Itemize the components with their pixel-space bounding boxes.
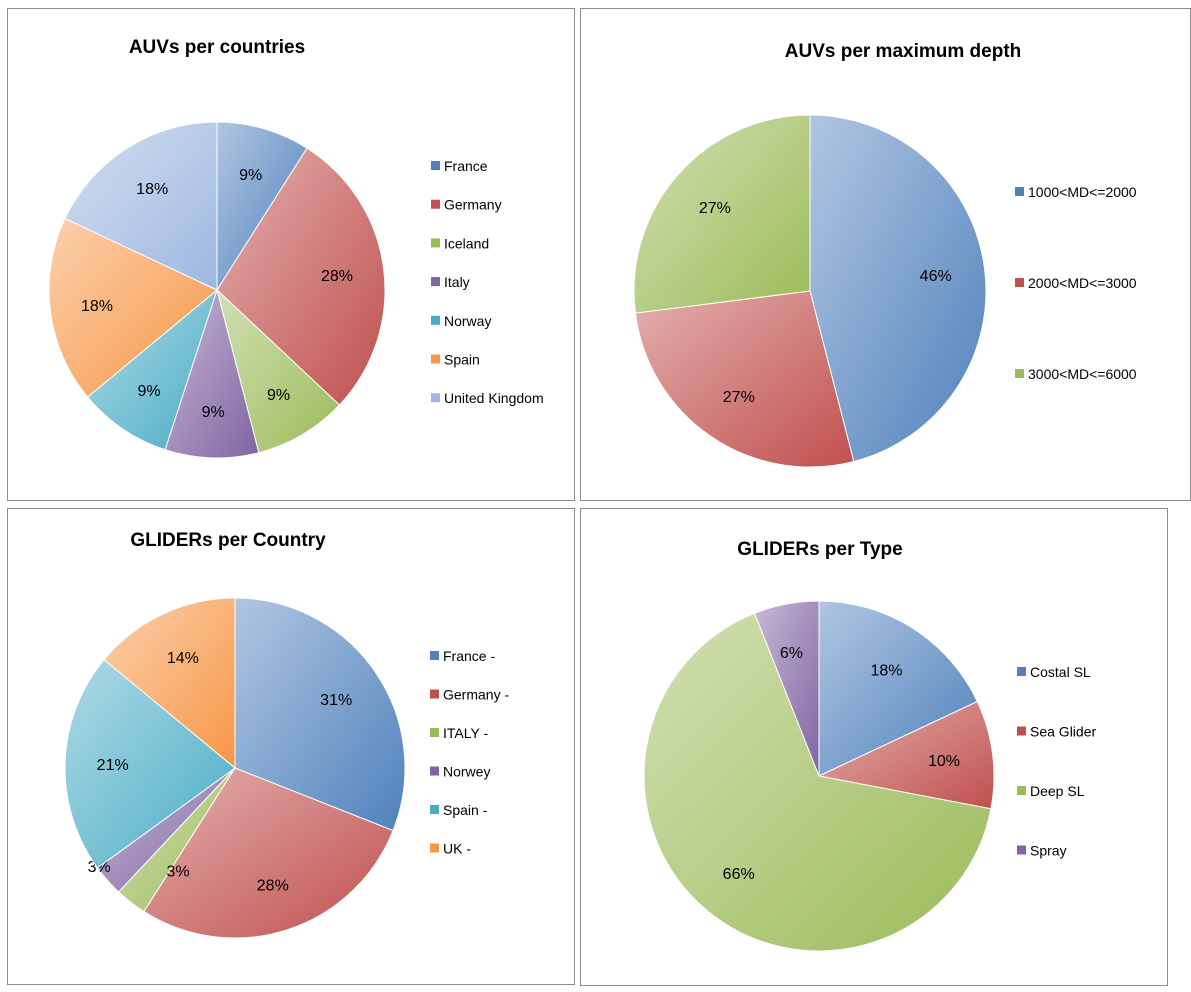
data-label: 46% <box>920 268 952 285</box>
data-label: 31% <box>320 692 352 709</box>
legend-label: Norway <box>444 313 491 329</box>
pie-chart-gliders-type: GLIDERs per Type 18% 10% 66% 6% Costal SL Sea… <box>643 539 1096 952</box>
pie-slice-italy <box>164 288 260 459</box>
pie-slice-france <box>216 121 308 292</box>
legend-label: Germany <box>444 197 502 213</box>
legend-swatch <box>431 161 440 170</box>
pie-slice-spain <box>64 658 236 869</box>
legend-swatch <box>430 805 439 814</box>
data-label: 21% <box>97 757 129 774</box>
data-label: 28% <box>321 268 353 285</box>
legend-label: Deep SL <box>1030 783 1085 799</box>
data-label: 18% <box>870 663 902 680</box>
pie-slice-germany <box>143 767 394 939</box>
legend-label: Iceland <box>444 235 489 251</box>
legend-label: ITALY - <box>443 725 488 741</box>
data-label: 27% <box>723 389 755 406</box>
pie-slice-deep-sl <box>643 612 992 952</box>
legend-label: United Kingdom <box>444 390 544 406</box>
data-label: 18% <box>81 298 113 315</box>
data-label: 9% <box>267 387 290 404</box>
chart-title: AUVs per maximum depth <box>785 41 1022 62</box>
data-label: 9% <box>239 167 262 184</box>
legend-swatch <box>431 315 440 325</box>
data-label: 66% <box>723 866 755 883</box>
data-label: 6% <box>780 645 803 662</box>
legend-label: 3000<MD<=6000 <box>1028 366 1137 382</box>
legend-swatch <box>430 843 439 853</box>
legend-label: Norwey <box>443 764 490 780</box>
data-label: 3% <box>88 859 111 876</box>
pie-slice-iceland <box>216 288 341 454</box>
pie-slice-costal-sl <box>818 600 979 777</box>
legend-label: 1000<MD<=2000 <box>1028 184 1137 200</box>
pie-slice-united-kingdom <box>64 121 218 291</box>
chart-title: GLIDERs per Country <box>130 530 326 551</box>
pie-slice-spray <box>753 600 820 777</box>
chart-panel-auvs-depth: AUVs per maximum depth 46% 27% 27% 1000<MD<… <box>580 8 1191 501</box>
pie-chart-gliders-country: GLIDERs per Country 31% 28% 3% 3% 21% 14% Fran… <box>64 530 509 939</box>
legend-swatch <box>1017 726 1026 736</box>
pie-slice-uk <box>103 597 236 770</box>
legend-label: Sea Glider <box>1030 724 1096 740</box>
chart-title: AUVs per countries <box>129 37 305 58</box>
pie-chart-auvs-countries: AUVs per countries 9% 28% 9% 9% 9% 18% 18% Fran… <box>48 37 544 459</box>
legend-swatch <box>1017 786 1026 795</box>
data-label: 18% <box>136 181 168 198</box>
chart-title: GLIDERs per Type <box>737 539 902 560</box>
chart-panel-gliders-country: GLIDERs per Country 31% 28% 3% 3% 21% 14% Fran… <box>7 508 575 985</box>
legend-swatch <box>430 689 439 699</box>
legend-label: Germany - <box>443 687 509 703</box>
legend-swatch <box>431 238 440 248</box>
legend-label: France <box>444 158 488 174</box>
data-label: 28% <box>257 877 289 894</box>
pie-slice-3000-md-6000 <box>633 114 811 314</box>
pie-slice-1000-md-2000 <box>809 114 987 463</box>
pie-slice-france <box>234 597 406 832</box>
legend-label: Costal SL <box>1030 664 1091 680</box>
legend-label: Italy <box>444 274 470 290</box>
legend-label: 2000<MD<=3000 <box>1028 275 1137 291</box>
legend-label: France - <box>443 648 495 664</box>
legend-label: Spray <box>1030 843 1067 859</box>
legend-swatch <box>1015 369 1024 378</box>
pie-slice-sea-glider <box>817 700 995 810</box>
pie-slice-spain <box>48 217 218 398</box>
legend-swatch <box>431 277 440 287</box>
legend-swatch <box>1017 845 1026 855</box>
legend-swatch <box>431 354 440 364</box>
data-label: 9% <box>202 404 225 421</box>
chart-panel-auvs-countries: AUVs per countries 9% 28% 9% 9% 9% 18% 18% Fran… <box>7 8 575 501</box>
data-label: 10% <box>928 753 960 770</box>
pie-slice-norway <box>86 288 219 451</box>
data-label: 9% <box>137 383 160 400</box>
legend-swatch <box>431 393 440 403</box>
data-label: 14% <box>167 650 199 667</box>
legend-swatch <box>430 728 439 737</box>
chart-panel-gliders-type: GLIDERs per Type 18% 10% 66% 6% Costal SL Sea… <box>580 508 1168 986</box>
legend-label: UK - <box>443 841 471 857</box>
pie-slice-2000-md-3000 <box>634 290 855 468</box>
data-label: 27% <box>699 200 731 217</box>
pie-chart-auvs-depth: AUVs per maximum depth 46% 27% 27% 1000<MD<… <box>633 41 1137 468</box>
data-label: 3% <box>166 864 189 881</box>
pie-slice-germany <box>216 147 386 406</box>
legend-swatch <box>1017 667 1026 676</box>
legend-swatch <box>431 199 440 209</box>
legend-label: Spain - <box>443 802 488 818</box>
legend-swatch <box>430 651 439 660</box>
legend-swatch <box>1015 278 1024 287</box>
legend-swatch <box>430 766 439 776</box>
legend-label: Spain <box>444 352 480 368</box>
legend-swatch <box>1015 187 1024 196</box>
